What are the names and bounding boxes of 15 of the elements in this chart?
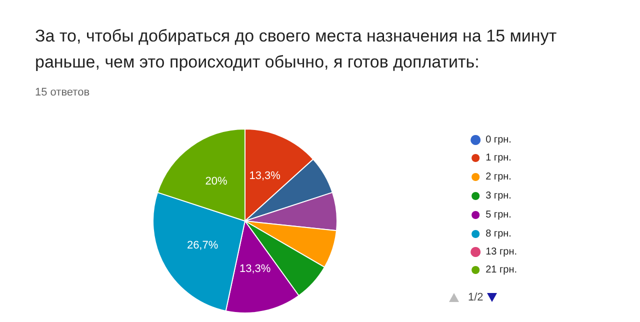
data-label: 26,7%: [186, 239, 218, 252]
legend-label: 5 грн.: [486, 210, 512, 220]
data-label: 20%: [205, 175, 228, 188]
data-label: 13,3%: [239, 262, 271, 275]
legend-label: 8 грн.: [486, 228, 512, 240]
legend-label: 3 грн.: [486, 190, 512, 202]
legend-label: 0 грн.: [486, 134, 512, 146]
text: 1/2: [468, 292, 484, 304]
chart-title: За то, чтобы добираться до своего места назначения на 15 минут раньше, чем это происходит обычно, я готов доплатить:: [35, 26, 562, 72]
data-label: 13,3%: [249, 170, 281, 182]
text: 15 ответов: [35, 86, 90, 98]
legend-label: 21 грн.: [486, 264, 518, 276]
legend-label: 2 грн.: [486, 172, 512, 182]
legend-label: 1 грн.: [486, 152, 512, 164]
legend-label: 13 грн.: [486, 246, 518, 258]
